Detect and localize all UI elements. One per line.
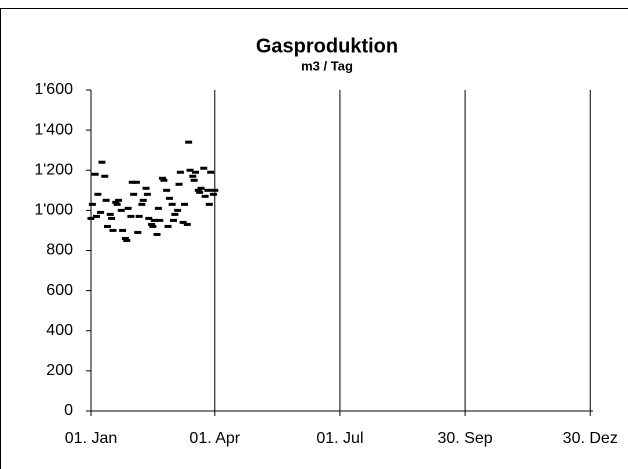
point xyxy=(171,212,179,216)
point xyxy=(156,218,164,222)
point xyxy=(97,210,105,214)
point xyxy=(185,140,193,144)
point xyxy=(176,170,184,174)
point xyxy=(138,202,146,206)
frame xyxy=(0,8,628,469)
point xyxy=(108,216,116,220)
point xyxy=(168,202,176,206)
point xyxy=(134,230,142,234)
point xyxy=(93,214,101,218)
point xyxy=(87,216,95,220)
point xyxy=(119,228,127,232)
point xyxy=(123,238,131,242)
point xyxy=(112,200,120,204)
point xyxy=(170,218,178,222)
point xyxy=(174,208,182,212)
point xyxy=(179,220,187,224)
point xyxy=(128,180,136,184)
point xyxy=(106,212,114,216)
point xyxy=(130,192,138,196)
point xyxy=(91,172,99,176)
point xyxy=(153,232,161,236)
point xyxy=(132,180,140,184)
point xyxy=(149,224,157,228)
point xyxy=(207,170,215,174)
point xyxy=(98,160,106,164)
point xyxy=(160,178,168,182)
point xyxy=(183,222,191,226)
point xyxy=(194,188,202,192)
point xyxy=(163,188,171,192)
y-tick-label: 200 xyxy=(46,362,73,379)
point xyxy=(127,214,135,218)
chart-subtitle: m3 / Tag xyxy=(301,58,353,73)
point xyxy=(139,198,147,202)
point xyxy=(196,190,204,194)
point xyxy=(109,228,117,232)
x-tick-label: 01. Apr xyxy=(189,430,240,447)
point xyxy=(175,182,183,186)
point xyxy=(94,192,102,196)
point xyxy=(181,202,189,206)
point xyxy=(190,178,198,182)
point xyxy=(159,176,167,180)
point xyxy=(143,192,151,196)
point xyxy=(186,168,194,172)
point xyxy=(117,208,125,212)
point xyxy=(205,202,213,206)
point xyxy=(101,174,109,178)
point xyxy=(192,170,200,174)
point xyxy=(154,206,162,210)
y-tick-label: 0 xyxy=(64,402,73,419)
x-tick-label: 01. Jul xyxy=(316,430,363,447)
point xyxy=(201,194,209,198)
point xyxy=(124,206,132,210)
x-tick-label: 30. Dez xyxy=(563,430,618,447)
point xyxy=(197,186,205,190)
point xyxy=(102,198,110,202)
point xyxy=(121,236,129,240)
point xyxy=(165,196,173,200)
point xyxy=(204,188,212,192)
x-tick-label: 01. Jan xyxy=(65,430,117,447)
point xyxy=(209,192,217,196)
y-tick-label: 800 xyxy=(46,242,73,259)
y-tick-label: 1'400 xyxy=(34,121,73,138)
point xyxy=(135,214,143,218)
point xyxy=(150,218,158,222)
y-tick-label: 400 xyxy=(46,322,73,339)
point xyxy=(113,202,121,206)
y-tick-label: 600 xyxy=(46,282,73,299)
point xyxy=(148,222,156,226)
point xyxy=(145,216,153,220)
point xyxy=(142,186,150,190)
y-tick-label: 1'200 xyxy=(34,161,73,178)
point xyxy=(88,202,96,206)
x-tick-label: 30. Sep xyxy=(438,430,493,447)
chart-title: Gasproduktion xyxy=(256,35,398,57)
point xyxy=(104,224,112,228)
point xyxy=(211,188,219,192)
y-tick-label: 1'000 xyxy=(34,202,73,219)
point xyxy=(164,224,172,228)
point xyxy=(115,198,123,202)
y-tick-label: 1'600 xyxy=(34,81,73,98)
point xyxy=(189,174,197,178)
point xyxy=(200,166,208,170)
